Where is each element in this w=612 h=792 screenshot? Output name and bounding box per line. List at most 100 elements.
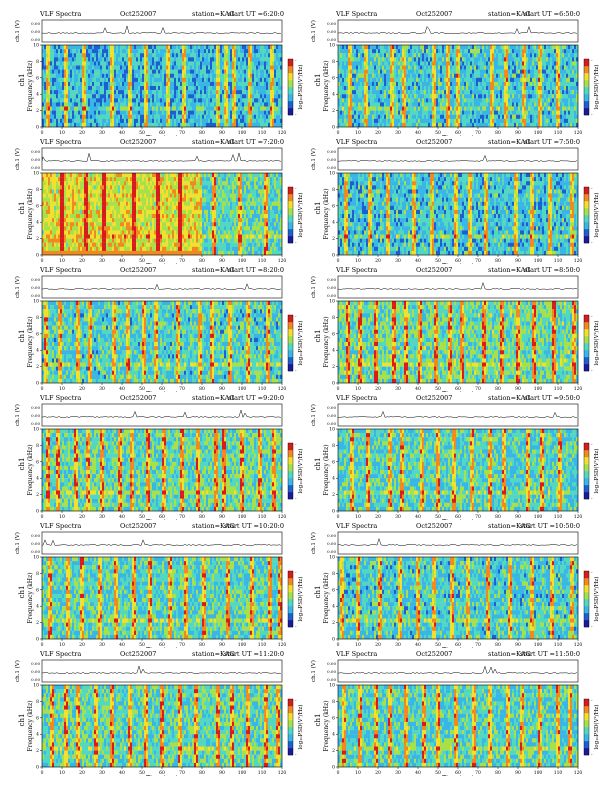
heatmap-cell: [372, 94, 375, 99]
heatmap-cell: [212, 49, 215, 54]
heatmap-cell: [542, 49, 545, 54]
heatmap-cell: [184, 57, 187, 62]
heatmap-cell: [172, 81, 175, 87]
heatmap-cell: [560, 122, 563, 128]
heatmap-cell: [112, 49, 115, 54]
heatmap-cell: [160, 65, 163, 70]
heatmap-cell: [524, 122, 527, 128]
heatmap-cell: [42, 61, 45, 66]
heatmap-cell: [390, 69, 393, 74]
heatmap-cell: [190, 45, 193, 50]
heatmap-cell: [392, 81, 395, 87]
heatmap-cell: [562, 122, 565, 128]
heatmap-cell: [120, 81, 123, 87]
heatmap-cell: [508, 86, 511, 91]
heatmap-cell: [496, 114, 499, 119]
heatmap-cell: [496, 49, 499, 54]
heatmap-cell: [406, 73, 409, 78]
heatmap-cell: [472, 110, 475, 115]
heatmap-cell: [256, 94, 259, 99]
heatmap-cell: [206, 102, 209, 107]
heatmap-cell: [64, 102, 67, 107]
heatmap-cell: [180, 65, 183, 70]
heatmap-cell: [424, 102, 427, 107]
heatmap-cell: [492, 65, 495, 70]
heatmap-cell: [462, 118, 465, 124]
heatmap-cell: [50, 49, 53, 54]
heatmap-cell: [256, 69, 259, 74]
heatmap-cell: [148, 57, 151, 62]
heatmap-cell: [204, 102, 207, 107]
heatmap-cell: [544, 61, 547, 66]
heatmap-cell: [560, 77, 563, 83]
heatmap-cell: [396, 86, 399, 91]
heatmap-cell: [472, 98, 475, 103]
heatmap-cell: [370, 69, 373, 74]
heatmap-cell: [344, 53, 347, 58]
heatmap-cell: [416, 106, 419, 111]
heatmap-cell: [80, 73, 83, 78]
heatmap-cell: [86, 69, 89, 74]
heatmap-cell: [248, 45, 251, 50]
heatmap-cell: [562, 53, 565, 58]
heatmap-cell: [170, 90, 173, 95]
heatmap-cell: [370, 77, 373, 83]
heatmap-cell: [576, 98, 579, 103]
heatmap-cell: [538, 57, 541, 62]
heatmap-cell: [186, 69, 189, 74]
x-tick-label: 30: [99, 130, 105, 136]
heatmap-cell: [208, 94, 211, 99]
heatmap-cell: [514, 86, 517, 91]
heatmap-cell: [218, 61, 221, 66]
heatmap-cell: [472, 102, 475, 107]
heatmap-cell: [210, 122, 213, 128]
heatmap-cell: [228, 118, 231, 124]
heatmap-cell: [128, 98, 131, 103]
heatmap-cell: [86, 98, 89, 103]
heatmap-cell: [554, 114, 557, 119]
heatmap-cell: [420, 106, 423, 111]
heatmap-cell: [246, 81, 249, 87]
heatmap-cell: [362, 45, 365, 50]
heatmap-cell: [264, 73, 267, 78]
heatmap-cell: [196, 122, 199, 128]
heatmap-cell: [502, 86, 505, 91]
heatmap-cell: [470, 122, 473, 128]
heatmap-cell: [104, 49, 107, 54]
heatmap-cell: [392, 57, 395, 62]
heatmap-cell: [214, 102, 217, 107]
heatmap-cell: [430, 94, 433, 99]
heatmap-cell: [258, 77, 261, 83]
heatmap-cell: [62, 73, 65, 78]
heatmap-cell: [212, 73, 215, 78]
heatmap-cell: [446, 110, 449, 115]
heatmap-cell: [370, 122, 373, 128]
heatmap-cell: [452, 90, 455, 95]
heatmap-cell: [266, 114, 269, 119]
heatmap-cell: [526, 90, 529, 95]
heatmap-cell: [162, 69, 165, 74]
heatmap-cell: [146, 98, 149, 103]
heatmap-cell: [554, 49, 557, 54]
heatmap-cell: [160, 86, 163, 91]
heatmap-cell: [382, 86, 385, 91]
heatmap-cell: [418, 77, 421, 83]
heatmap-cell: [530, 77, 533, 83]
heatmap-cell: [462, 102, 465, 107]
heatmap-cell: [124, 90, 127, 95]
heatmap-cell: [262, 77, 265, 83]
heatmap-cell: [248, 69, 251, 74]
heatmap-cell: [114, 122, 117, 128]
heatmap-cell: [132, 86, 135, 91]
heatmap-cell: [346, 57, 349, 62]
heatmap-cell: [42, 226, 45, 231]
heatmap-cell: [110, 49, 113, 54]
heatmap-cell: [158, 86, 161, 91]
heatmap-cell: [180, 110, 183, 115]
heatmap-cell: [362, 98, 365, 103]
x-tick-label: 120: [574, 130, 583, 136]
heatmap-cell: [366, 69, 369, 74]
heatmap-cell: [206, 77, 209, 83]
heatmap-cell: [348, 53, 351, 58]
heatmap-cell: [494, 81, 497, 87]
